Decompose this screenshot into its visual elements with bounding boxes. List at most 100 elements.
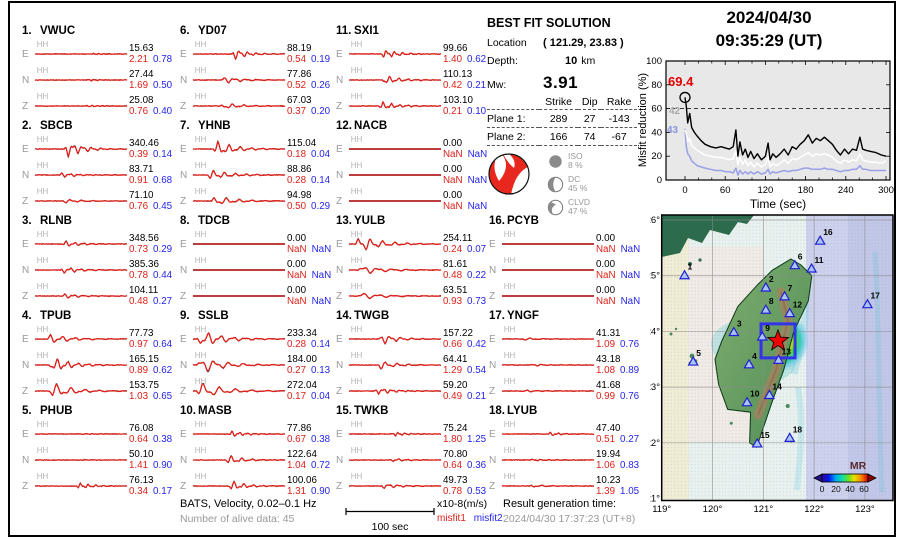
trace-row-E: E HH 115.04 0.18 0.04 <box>180 135 334 162</box>
trace-row-E: E HH 99.66 1.40 0.62 <box>336 40 490 67</box>
waveform-trace <box>192 103 285 109</box>
band-label: HH <box>503 351 516 360</box>
channel-label: Z <box>336 385 343 397</box>
trace-values: 385.36 0.78 0.44 <box>128 259 173 281</box>
band-label: HH <box>194 325 207 334</box>
station-block-TWKB: 15. TWKB E HH 75.24 1.80 1.25 N HH 70.80 0.64 0.36 Z… <box>336 405 490 500</box>
svg-text:0: 0 <box>820 484 825 494</box>
station-triangle-icon <box>728 326 740 337</box>
svg-text:240: 240 <box>838 185 854 196</box>
band-label: HH <box>350 282 363 291</box>
waveform-trace <box>34 172 127 179</box>
depth-label: Depth: <box>487 55 518 67</box>
waveform-trace <box>34 481 128 489</box>
trace-values: 0.00 NaN NaN <box>286 233 332 255</box>
station-block-NACB: 12. NACB E HH 0.00 NaN NaN N HH 0.00 NaN NaN Z HH 0.00… <box>336 120 490 215</box>
trace-values: 49.73 0.78 0.53 <box>442 475 487 497</box>
trace-row-Z: Z HH 25.08 0.76 0.40 <box>22 92 176 119</box>
trace-row-Z: Z HH 41.68 0.99 0.76 <box>489 377 643 404</box>
station-block-MASB: 10. MASB E HH 77.86 0.67 0.38 N HH 122.64 1.04 0.72… <box>180 405 334 500</box>
channel-label: E <box>336 48 343 60</box>
channel-label: E <box>489 333 496 345</box>
band-label: HH <box>194 256 207 265</box>
waveform-trace <box>348 267 441 274</box>
waveform-trace <box>34 198 127 204</box>
station-block-YD07: 6. YD07 E HH 88.19 0.54 0.19 N HH 77.86 0.52 0.26 Z H… <box>180 25 334 120</box>
trace-row-E: E HH 254.11 0.24 0.07 <box>336 230 490 257</box>
band-label: HH <box>503 230 516 239</box>
trace-row-E: E HH 233.34 0.28 0.14 <box>180 325 334 352</box>
misfit2-legend: misfit2 <box>473 513 503 524</box>
waveform-column-2: 6. YD07 E HH 88.19 0.54 0.19 N HH 77.86 0.52 0.26 Z H… <box>180 25 334 500</box>
channel-label: Z <box>22 385 29 397</box>
decomposition-dc: DC 45 % <box>547 175 590 193</box>
clvd-circle-icon <box>547 199 564 215</box>
waveform-trace <box>192 139 286 153</box>
station-header: 3. RLNB <box>22 215 72 227</box>
trace-values: 50.10 1.41 0.90 <box>128 449 173 471</box>
station-block-SBCB: 2. SBCB E HH 340.46 0.39 0.14 N HH 83.71 0.91 0.68 Z… <box>22 120 176 215</box>
channel-label: Z <box>489 385 496 397</box>
band-label: HH <box>350 351 363 360</box>
svg-text:40: 40 <box>651 127 662 138</box>
scalebar-line <box>345 508 435 515</box>
waveform-trace <box>34 358 128 370</box>
svg-text:180: 180 <box>798 185 814 196</box>
station-triangle-icon <box>751 437 763 448</box>
station-triangle-icon <box>772 354 785 364</box>
waveform-trace <box>501 243 594 245</box>
trace-values: 75.24 1.80 1.25 <box>442 423 487 445</box>
band-label: HH <box>350 135 363 144</box>
band-label: HH <box>194 420 207 429</box>
station-triangle-icon <box>763 389 776 400</box>
band-label: HH <box>36 256 49 265</box>
trace-values: 122.64 1.04 0.72 <box>286 449 331 471</box>
station-number-label: 10 <box>750 389 760 399</box>
table-row: Plane 2: 166 74 -67 <box>487 127 637 146</box>
waveform-trace <box>192 430 285 438</box>
misfit-legend: misfit1 misfit2 <box>437 513 503 524</box>
station-header: 17. YNGF <box>489 310 539 322</box>
band-label: HH <box>350 420 363 429</box>
station-number-label: 8 <box>769 296 774 306</box>
band-label: HH <box>194 92 207 101</box>
svg-text:121°: 121° <box>753 504 773 515</box>
station-header: 16. PCYB <box>489 215 539 227</box>
station-block-PCYB: 16. PCYB E HH 0.00 NaN NaN N HH 0.00 NaN NaN Z HH 0.00… <box>489 215 643 310</box>
station-triangle-icon <box>784 307 796 318</box>
station-header: 6. YD07 <box>180 25 227 37</box>
station-block-LYUB: 18. LYUB E HH 47.40 0.51 0.27 N HH 19.94 1.06 0.83 Z… <box>489 405 643 500</box>
station-block-YNGF: 17. YNGF E HH 41.31 1.09 0.76 N HH 43.18 1.08 0.89 Z… <box>489 310 643 405</box>
channel-label: E <box>180 238 187 250</box>
trace-values: 88.86 0.28 0.14 <box>286 164 331 186</box>
trace-values: 10.23 1.39 1.05 <box>595 475 640 497</box>
map-axis-labels: 26° 25° 24° 23° 22° 21°119° 120° 121° 122° 123° <box>650 215 875 515</box>
trace-row-Z: Z HH 76.13 0.34 0.17 <box>22 472 176 499</box>
channel-label: N <box>336 169 344 181</box>
channel-label: N <box>22 169 30 181</box>
trace-values: 59.20 0.49 0.21 <box>442 380 487 402</box>
channel-label: Z <box>180 480 187 492</box>
band-label: HH <box>194 230 207 239</box>
waveform-trace <box>34 52 127 56</box>
band-label: HH <box>503 377 516 386</box>
station-header: 18. LYUB <box>489 405 538 417</box>
band-label: HH <box>36 420 49 429</box>
band-label: HH <box>36 377 49 386</box>
trace-values: 94.98 0.50 0.29 <box>286 190 331 212</box>
band-label: HH <box>503 472 516 481</box>
channel-label: Z <box>22 100 29 112</box>
channel-label: N <box>22 264 30 276</box>
trace-row-E: E HH 77.86 0.67 0.38 <box>180 420 334 447</box>
channel-label: N <box>22 359 30 371</box>
band-label: HH <box>503 420 516 429</box>
channel-label: N <box>336 264 344 276</box>
channel-label: N <box>489 359 497 371</box>
y-axis-label: Misfit reduction (%) <box>637 73 649 167</box>
band-label: HH <box>350 66 363 75</box>
channel-label: E <box>180 143 187 155</box>
trace-values: 43.18 1.08 0.89 <box>595 354 640 376</box>
station-header: 1. VWUC <box>22 25 76 37</box>
station-number-label: 18 <box>793 424 803 434</box>
